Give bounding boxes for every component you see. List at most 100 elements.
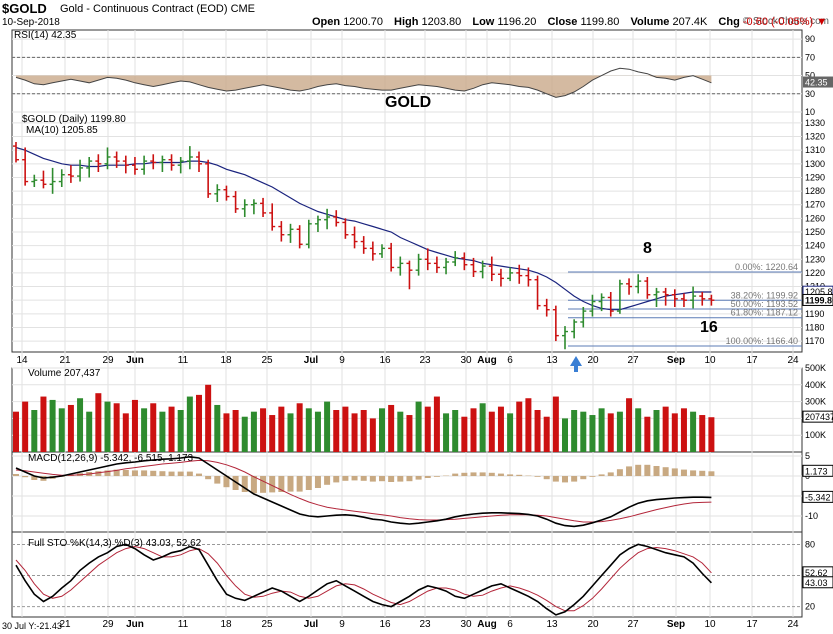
gold-overlay-label: GOLD: [385, 94, 431, 111]
x-label-bottom-11: 30: [460, 619, 472, 630]
volume-bar-13: [131, 399, 138, 452]
open-value: 1200.70: [343, 16, 383, 28]
x-label-bottom-20: 24: [787, 619, 799, 630]
macd-hist-69: [644, 464, 651, 476]
macd-hist-67: [626, 466, 633, 476]
volume-bar-33: [314, 411, 321, 452]
sto-k-flag-text: 43.03: [805, 578, 828, 588]
sto-d-flag-text: 52.62: [805, 568, 828, 578]
x-label-bottom-6: 25: [261, 619, 273, 630]
macd-hist-55: [516, 474, 523, 476]
volume-bar-24: [232, 410, 239, 452]
x-label-top-18: 10: [704, 355, 716, 366]
macd-hist-65: [607, 472, 614, 476]
macd-hist-60: [562, 476, 568, 483]
volume-bar-11: [113, 403, 120, 452]
stochastic-panel: Full STO %K(14,3) %D(3) 43.03, 52.62 80 5…: [15, 538, 833, 616]
volume-bar-28: [269, 415, 276, 452]
x-label-bottom-12: Aug: [477, 619, 496, 630]
x-label-bottom-10: 23: [419, 619, 431, 630]
x-label-top-15: 20: [587, 355, 599, 366]
symbol-title: $GOLD: [2, 1, 47, 16]
vol-tick-300K: 300K: [805, 397, 826, 407]
volume-bar-57: [534, 410, 541, 452]
macd-hist-39: [369, 476, 376, 482]
macd-hist-15: [150, 470, 157, 476]
volume-bar-3: [40, 396, 47, 452]
macd-hist-70: [653, 466, 660, 476]
x-label-top-12: Aug: [477, 355, 496, 366]
price-tick-1310: 1310: [805, 145, 825, 155]
macd-hist-51: [479, 472, 486, 476]
volume-bar-46: [433, 396, 440, 452]
macd-hist-19: [186, 471, 193, 476]
macd-hist-25: [241, 476, 248, 492]
macd-hist-flag: [802, 464, 833, 477]
macd-hist-76: [708, 471, 715, 476]
volume-bar-47: [443, 413, 450, 452]
x-label-bottom-18: 10: [704, 619, 716, 630]
macd-hist-1: [22, 476, 29, 478]
macd-line: [15, 455, 712, 528]
volume-bar-58: [543, 416, 550, 452]
rsi-value-label: 42.35: [805, 78, 828, 88]
x-label-top-8: 9: [339, 355, 345, 366]
volume-bar-30: [287, 413, 294, 452]
volume-bar-6: [67, 404, 74, 452]
volume-bar-74: [690, 411, 697, 452]
x-label-bottom-15: 20: [587, 619, 599, 630]
volume-bar-71: [662, 406, 669, 452]
sto-k-line: [15, 543, 712, 616]
fib-label-4: 100.00%: 1166.40: [726, 336, 798, 346]
volume-bar-19: [186, 396, 193, 452]
x-label-bottom-17: Sep: [667, 619, 685, 630]
macd-hist-18: [177, 471, 184, 476]
ma10-line: [15, 146, 712, 311]
volume-bar-51: [479, 403, 486, 452]
volume-bar-20: [196, 394, 202, 452]
annotation-8: 8: [643, 240, 652, 257]
volume-bar-45: [424, 406, 431, 452]
rsi-tick-90: 90: [805, 34, 815, 44]
volume-title: Volume 207,437: [28, 368, 101, 379]
close-label: Close: [547, 16, 578, 28]
x-label-bottom-16: 27: [627, 619, 639, 630]
frame-macd: [11, 451, 803, 533]
volume-bar-16: [159, 411, 166, 452]
macd-flag: [802, 490, 833, 503]
volume-value: 207.4K: [672, 16, 708, 28]
x-label-top-1: 21: [59, 355, 71, 366]
price-tick-1240: 1240: [805, 241, 825, 251]
price-tick-1250: 1250: [805, 227, 825, 237]
volume-bar-22: [214, 404, 221, 452]
volume-bar-73: [680, 408, 687, 452]
volume-bar-59: [552, 396, 559, 452]
rsi-tick-30: 30: [805, 89, 815, 99]
x-label-top-5: 18: [220, 355, 232, 366]
volume-bar-63: [589, 415, 596, 452]
macd-hist-61: [571, 476, 578, 482]
macd-hist-68: [635, 464, 642, 476]
macd-hist-33: [314, 476, 321, 488]
volume-bar-31: [296, 403, 303, 452]
price-tick-1170: 1170: [805, 336, 824, 346]
vol-tick-400K: 400K: [805, 380, 826, 390]
x-label-bottom-13: 6: [507, 619, 513, 630]
macd-hist-37: [351, 476, 358, 481]
macd-hist-50: [470, 472, 477, 476]
x-label-top-17: Sep: [667, 355, 685, 366]
vol-tick-500K: 500K: [805, 363, 826, 373]
volume-bar-56: [525, 398, 532, 452]
volume-bar-8: [86, 411, 93, 452]
macd-hist-30: [287, 476, 294, 492]
x-axes: 14 21 21 29 29 Jun Jun 11 11 18 18 25 25 Jul Jul 9 9 16 16…: [16, 355, 799, 630]
volume-bar-38: [360, 410, 367, 452]
volume-bar-60: [562, 418, 568, 452]
macd-hist-42: [397, 476, 404, 482]
rsi-title: RSI(14) 42.35: [14, 30, 77, 41]
macd-hist-48: [452, 473, 459, 476]
price-tick-1290: 1290: [805, 172, 825, 182]
macd-hist-2: [31, 476, 38, 480]
macd-hist-73: [680, 469, 687, 476]
